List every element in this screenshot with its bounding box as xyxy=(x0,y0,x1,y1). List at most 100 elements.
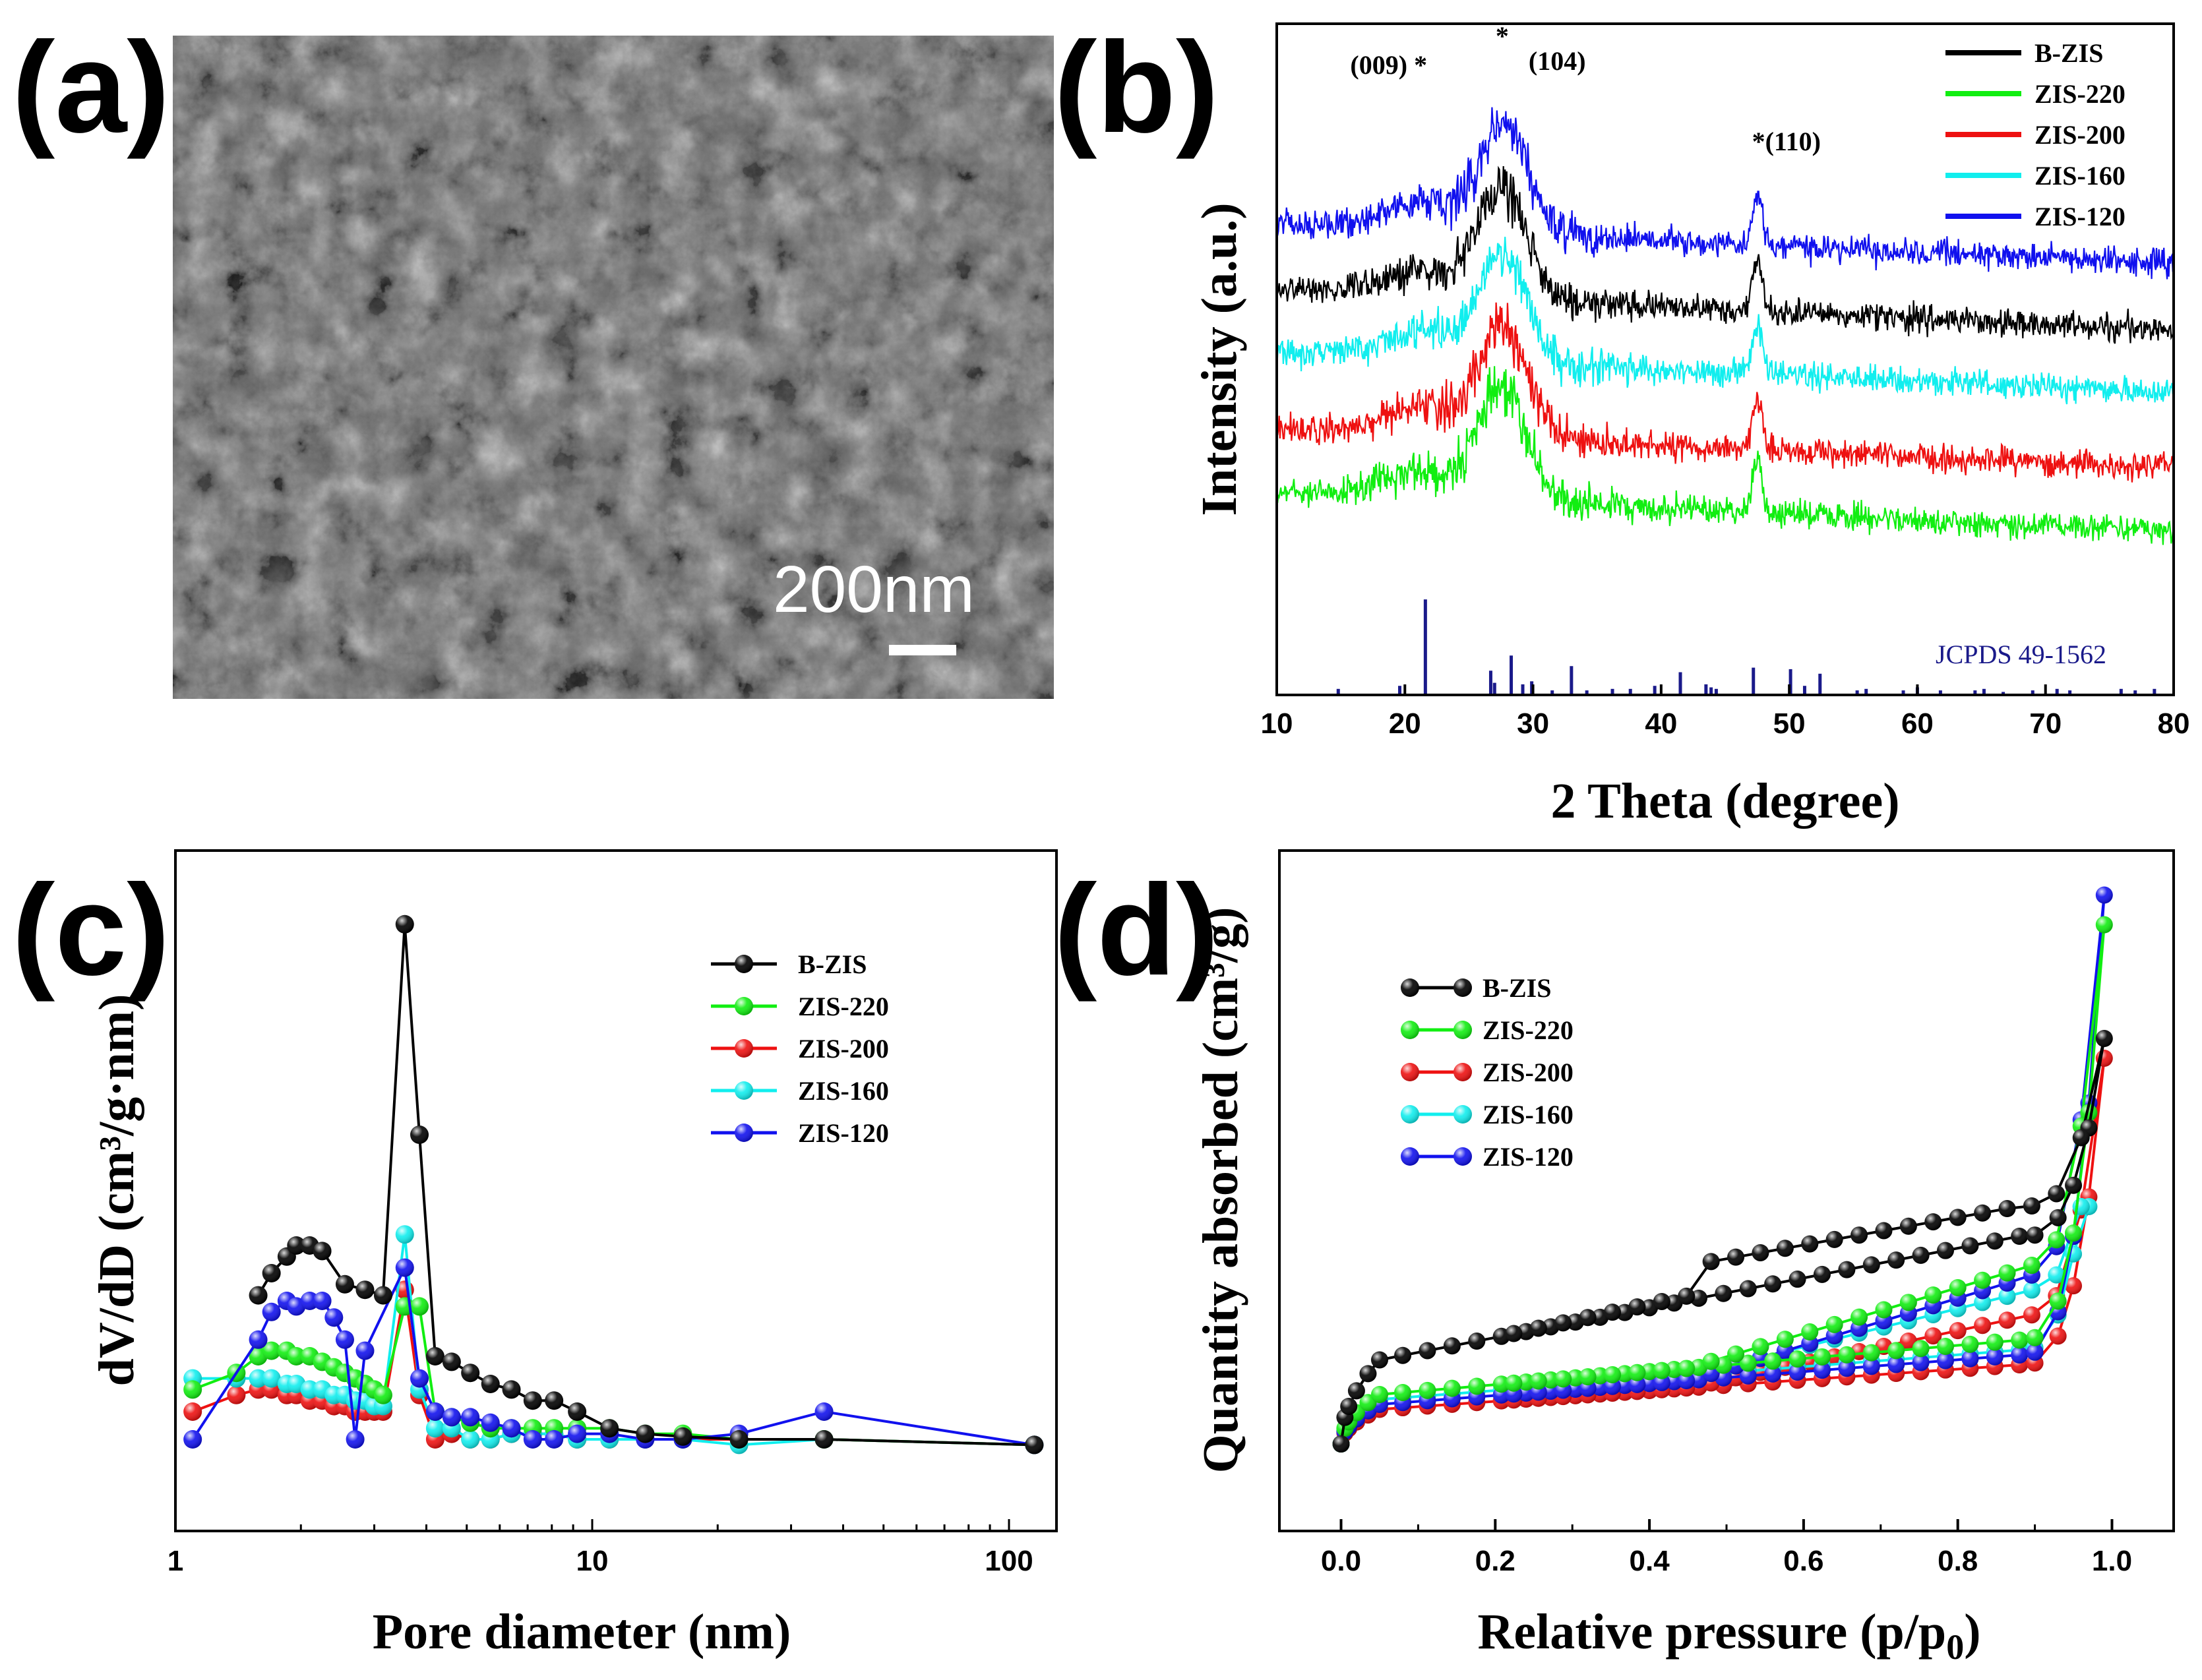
isotherm-point xyxy=(1419,1381,1436,1399)
x-tick-label: 0.4 xyxy=(1630,1545,1670,1577)
isotherm-point xyxy=(1739,1280,1757,1298)
panel-b-plot xyxy=(1277,107,2174,695)
isotherm-point xyxy=(1678,1287,1696,1305)
isotherm-point xyxy=(1727,1248,1745,1266)
isotherm-point xyxy=(1505,1374,1523,1392)
xrd-line-b-zis xyxy=(1277,165,2174,344)
pore-point xyxy=(183,1430,202,1449)
isotherm-point xyxy=(1566,1369,1584,1387)
pore-point xyxy=(287,1347,306,1365)
pore-point xyxy=(313,1292,332,1310)
isotherm-point xyxy=(2011,1346,2029,1364)
isotherm-point xyxy=(1505,1325,1523,1342)
xrd-line-zis-160 xyxy=(1277,237,2174,405)
isotherm-point xyxy=(1665,1361,1683,1379)
legend-marker xyxy=(735,1081,753,1100)
isotherm-point xyxy=(2065,1176,2083,1194)
x-tick-label: 100 xyxy=(985,1545,1033,1577)
isotherm-point xyxy=(1949,1322,1967,1340)
panel-d-xlabel: Relative pressure (p/p0) xyxy=(1477,1604,1980,1667)
pore-point xyxy=(729,1430,749,1449)
xrd-line-zis-220 xyxy=(1277,366,2174,545)
isotherm-point xyxy=(1340,1397,1358,1415)
isotherm-point xyxy=(1862,1256,1880,1274)
isotherm-point xyxy=(1936,1338,1954,1356)
isotherm-point xyxy=(1347,1382,1365,1400)
isotherm-point xyxy=(2011,1228,2029,1245)
isotherm-point xyxy=(1702,1253,1720,1271)
isotherm-point xyxy=(1998,1311,2016,1329)
isotherm-point xyxy=(1554,1370,1572,1388)
panel-d-ylabel: Quantity absorbed (cm³/g) xyxy=(1193,907,1248,1474)
legend-marker xyxy=(735,1124,753,1142)
pore-point xyxy=(335,1330,354,1349)
pore-point xyxy=(673,1427,692,1446)
isotherm-point xyxy=(1653,1362,1670,1379)
legend-label: ZIS-120 xyxy=(1483,1142,1574,1172)
isotherm-point xyxy=(1764,1275,1782,1293)
pore-point xyxy=(425,1402,444,1421)
isotherm-point xyxy=(1912,1354,1930,1371)
isotherm-point xyxy=(1899,1294,1917,1311)
panel-d-label: (d) xyxy=(1054,858,1219,1002)
pore-point xyxy=(373,1286,392,1305)
isotherm-point xyxy=(2023,1306,2040,1324)
isotherm-point xyxy=(2065,1277,2083,1295)
isotherm-point xyxy=(1394,1346,1412,1364)
isotherm-point xyxy=(2026,1329,2044,1346)
x-tick-label: 50 xyxy=(1773,707,1806,740)
isotherm-point xyxy=(1862,1344,1880,1362)
pore-point xyxy=(249,1330,268,1349)
legend-label: B-ZIS xyxy=(798,949,867,979)
pore-point xyxy=(410,1125,429,1144)
isotherm-point xyxy=(2049,1327,2067,1345)
panel-d-legend: B-ZIS ZIS-220 ZIS-200 ZIS-160 ZIS-120 xyxy=(1401,973,1574,1172)
pore-point xyxy=(227,1385,246,1404)
panel-b-frame xyxy=(1275,22,2175,696)
peak-annotation: (009) * xyxy=(1350,50,1427,80)
isotherm-point xyxy=(1986,1232,2003,1250)
x-tick-label: 60 xyxy=(1901,707,1934,740)
x-tick-label: 80 xyxy=(2158,707,2190,740)
isotherm-point xyxy=(1394,1384,1412,1402)
isotherm-point xyxy=(1887,1356,1905,1373)
pore-point xyxy=(523,1391,542,1410)
isotherm-point xyxy=(1678,1360,1696,1377)
isotherm-point xyxy=(2095,916,2113,934)
pore-point xyxy=(425,1347,444,1365)
pore-point xyxy=(814,1430,834,1449)
pore-point xyxy=(502,1380,521,1399)
legend-marker xyxy=(1401,1147,1472,1166)
isotherm-point xyxy=(1813,1265,1831,1283)
isotherm-point xyxy=(1850,1226,1868,1244)
pore-point xyxy=(442,1352,461,1371)
pore-point xyxy=(335,1275,354,1294)
isotherm-point xyxy=(1359,1365,1377,1383)
isotherm-point xyxy=(2095,886,2113,904)
pore-point xyxy=(545,1391,564,1410)
isotherm-point xyxy=(1529,1319,1547,1337)
pore-point xyxy=(262,1369,281,1388)
sem-image xyxy=(173,36,1054,699)
isotherm-point xyxy=(1801,1235,1819,1253)
isotherm-point xyxy=(1616,1365,1634,1383)
panel-b-xlabel: 2 Theta (degree) xyxy=(1550,773,1899,829)
isotherm-point xyxy=(1986,1333,2003,1351)
isotherm-point xyxy=(2095,1030,2113,1047)
isotherm-point xyxy=(1850,1308,1868,1326)
panel-b-legend: B-ZIS ZIS-220 ZIS-200 ZIS-160 ZIS-120 xyxy=(1945,38,2126,231)
isotherm-point xyxy=(1468,1377,1486,1395)
isotherm-point xyxy=(1838,1346,1856,1364)
isotherm-point xyxy=(2023,1197,2040,1215)
scale-bar xyxy=(889,645,956,655)
isotherm-point xyxy=(1752,1338,1769,1356)
isotherm-point xyxy=(1764,1365,1782,1383)
isotherm-point xyxy=(1603,1304,1621,1321)
isotherm-point xyxy=(1739,1367,1757,1385)
isotherm-point xyxy=(1443,1379,1461,1397)
x-tick-label: 70 xyxy=(2029,707,2062,740)
isotherm-point xyxy=(1468,1333,1486,1350)
isotherm-point xyxy=(1603,1365,1621,1383)
peak-annotation: (104) xyxy=(1529,46,1586,76)
